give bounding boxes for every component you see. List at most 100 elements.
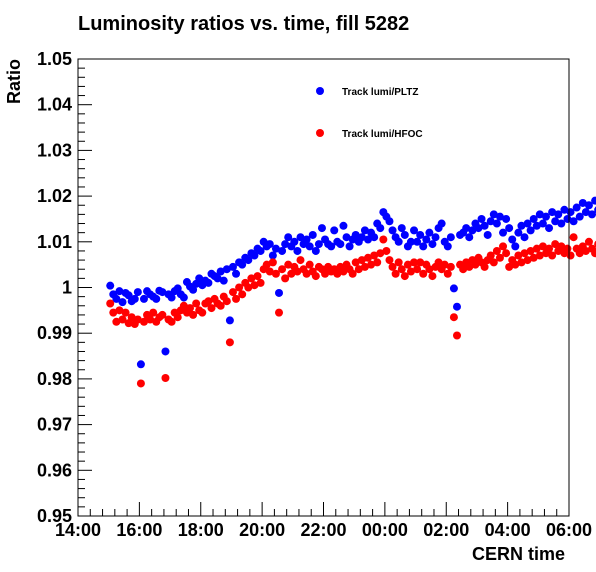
- data-point: [158, 310, 167, 319]
- data-point: [225, 316, 234, 325]
- data-point: [204, 278, 213, 287]
- data-point: [235, 283, 244, 292]
- x-tick-label: 06:00: [546, 520, 592, 540]
- data-point: [216, 301, 225, 310]
- data-point: [584, 237, 593, 246]
- data-point: [357, 233, 366, 242]
- data-point: [557, 242, 566, 251]
- data-point: [287, 269, 296, 278]
- data-point: [397, 265, 406, 274]
- y-axis: 0.95 0.96 0.97 0.98 0.99 1 1.01 1.02 1.03 1.04 1.0…: [37, 49, 92, 526]
- data-point: [281, 274, 290, 283]
- data-point: [514, 251, 523, 260]
- data-point: [548, 208, 557, 217]
- data-point: [284, 260, 293, 269]
- data-point: [385, 256, 394, 265]
- data-point: [419, 242, 428, 251]
- data-point: [106, 299, 115, 308]
- data-point: [167, 293, 176, 302]
- data-point: [293, 267, 302, 276]
- data-point: [354, 265, 363, 274]
- data-point: [400, 272, 409, 281]
- data-point: [275, 288, 284, 297]
- data-point: [305, 242, 314, 251]
- data-point: [394, 237, 403, 246]
- data-point: [118, 298, 127, 307]
- data-point: [499, 242, 508, 251]
- data-point: [271, 244, 280, 253]
- data-point: [578, 198, 587, 207]
- data-point: [238, 290, 247, 299]
- series-0: [106, 196, 596, 369]
- data-point: [413, 237, 422, 246]
- x-tick-label: 16:00: [116, 520, 162, 540]
- data-point: [250, 281, 259, 290]
- data-point: [468, 226, 477, 235]
- data-point: [124, 291, 133, 300]
- data-point: [161, 373, 170, 382]
- data-point: [569, 217, 578, 226]
- data-point: [471, 260, 480, 269]
- data-point: [133, 288, 142, 297]
- data-point: [584, 201, 593, 210]
- data-point: [112, 294, 121, 303]
- data-point: [109, 308, 118, 317]
- data-point: [290, 237, 299, 246]
- data-point: [136, 379, 145, 388]
- data-point: [520, 233, 529, 242]
- data-point: [189, 310, 198, 319]
- data-point: [406, 237, 415, 246]
- legend: Track lumi/PLTZ Track lumi/HFOC: [316, 87, 423, 140]
- data-point: [314, 240, 323, 249]
- data-point: [440, 260, 449, 269]
- data-point: [588, 210, 596, 219]
- data-point: [213, 274, 222, 283]
- data-point: [535, 210, 544, 219]
- data-point: [425, 228, 434, 237]
- data-point: [256, 246, 265, 255]
- data-point: [413, 265, 422, 274]
- data-point: [198, 308, 207, 317]
- data-point: [158, 288, 167, 297]
- data-point: [410, 226, 419, 235]
- data-point: [302, 235, 311, 244]
- data-point: [339, 267, 348, 276]
- data-point: [480, 262, 489, 271]
- data-point: [551, 217, 560, 226]
- data-point: [247, 274, 256, 283]
- data-point: [541, 212, 550, 221]
- data-point: [179, 301, 188, 310]
- data-point: [189, 285, 198, 294]
- data-point: [265, 240, 274, 249]
- data-point: [416, 230, 425, 239]
- data-point: [419, 269, 428, 278]
- data-point: [511, 260, 520, 269]
- data-point: [106, 281, 115, 290]
- data-point: [278, 265, 287, 274]
- data-point: [146, 315, 155, 324]
- y-tick-label: 0.95: [37, 506, 72, 526]
- data-point: [311, 272, 320, 281]
- data-point: [511, 242, 520, 251]
- data-point: [591, 196, 596, 205]
- data-point: [388, 262, 397, 271]
- data-point: [373, 258, 382, 267]
- y-tick-label: 1.01: [37, 232, 72, 252]
- data-point: [363, 235, 372, 244]
- data-point: [480, 221, 489, 230]
- data-point: [502, 214, 511, 223]
- data-point: [382, 246, 391, 255]
- data-point: [428, 240, 437, 249]
- data-point: [284, 233, 293, 242]
- y-tick-label: 1: [62, 278, 72, 298]
- data-point: [112, 317, 121, 326]
- data-point: [446, 233, 455, 242]
- data-point: [321, 269, 330, 278]
- data-point: [121, 308, 130, 317]
- data-point: [370, 233, 379, 242]
- data-point: [228, 288, 237, 297]
- data-point: [465, 262, 474, 271]
- y-tick-label: 0.99: [37, 323, 72, 343]
- data-point: [391, 269, 400, 278]
